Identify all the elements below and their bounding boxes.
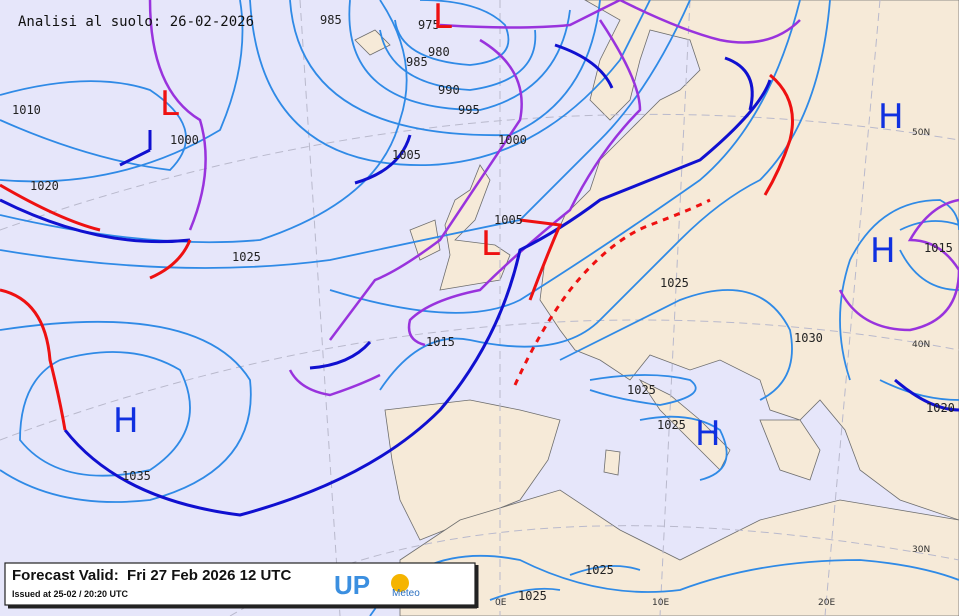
isobar-label: 1025 bbox=[585, 563, 614, 577]
isobar-label: 1030 bbox=[794, 331, 823, 345]
isobar-label: 1015 bbox=[924, 241, 953, 255]
isobar-label: 985 bbox=[406, 55, 428, 69]
labels: Analisi al suolo: 26-02-2026 985 97598098… bbox=[12, 0, 955, 608]
pressure-center: H bbox=[695, 414, 721, 454]
isobar-label: 1025 bbox=[627, 383, 656, 397]
footer: Forecast Valid: Fri 27 Feb 2026 12 UTC I… bbox=[4, 562, 479, 609]
grid-label: 20E bbox=[818, 598, 835, 608]
isobar-label: 1015 bbox=[426, 335, 455, 349]
land bbox=[354, 0, 959, 616]
isobar-label: 1005 bbox=[494, 213, 523, 227]
map-title: Analisi al suolo: 26-02-2026 bbox=[18, 14, 254, 30]
isobar-label: 995 bbox=[458, 103, 480, 117]
pressure-center: L bbox=[433, 0, 452, 37]
isobar-label: 1035 bbox=[122, 469, 151, 483]
forecast-valid: Forecast Valid: Fri 27 Feb 2026 12 UTC bbox=[12, 567, 291, 584]
logo: UP bbox=[334, 570, 370, 600]
isobar-label: 1010 bbox=[12, 103, 41, 117]
isobar-label: 985 bbox=[320, 13, 342, 27]
isobar-label: 990 bbox=[438, 83, 460, 97]
grid-label: 40N bbox=[912, 340, 930, 350]
pressure-center: L bbox=[160, 84, 179, 124]
isobar-label: 980 bbox=[428, 45, 450, 59]
grid-label: 0E bbox=[495, 598, 507, 608]
isobar-label: 1005 bbox=[392, 148, 421, 162]
isobar-label: 1000 bbox=[498, 133, 527, 147]
pressure-center: H bbox=[870, 231, 896, 271]
grid-label: 10E bbox=[652, 598, 669, 608]
isobar-label: 1025 bbox=[660, 276, 689, 290]
pressure-center: H bbox=[878, 97, 904, 137]
fronts bbox=[0, 0, 959, 517]
issued-at: Issued at 25-02 / 20:20 UTC bbox=[12, 589, 129, 599]
pressure-center: L bbox=[481, 224, 500, 264]
isobar-label: 975 bbox=[418, 18, 440, 32]
grid-label: 50N bbox=[912, 128, 930, 138]
pressure-center: H bbox=[113, 401, 139, 441]
grid-label: 30N bbox=[912, 545, 930, 555]
isobar-label: 1025 bbox=[518, 589, 547, 603]
isobar-label: 1025 bbox=[657, 418, 686, 432]
isobar-label: 1025 bbox=[232, 250, 261, 264]
isobar-label: 1020 bbox=[926, 401, 955, 415]
logo-sub: Meteo bbox=[392, 588, 420, 599]
logo-sun bbox=[391, 574, 409, 592]
isobar-label: 1020 bbox=[30, 179, 59, 193]
isobar-label: 1000 bbox=[170, 133, 199, 147]
